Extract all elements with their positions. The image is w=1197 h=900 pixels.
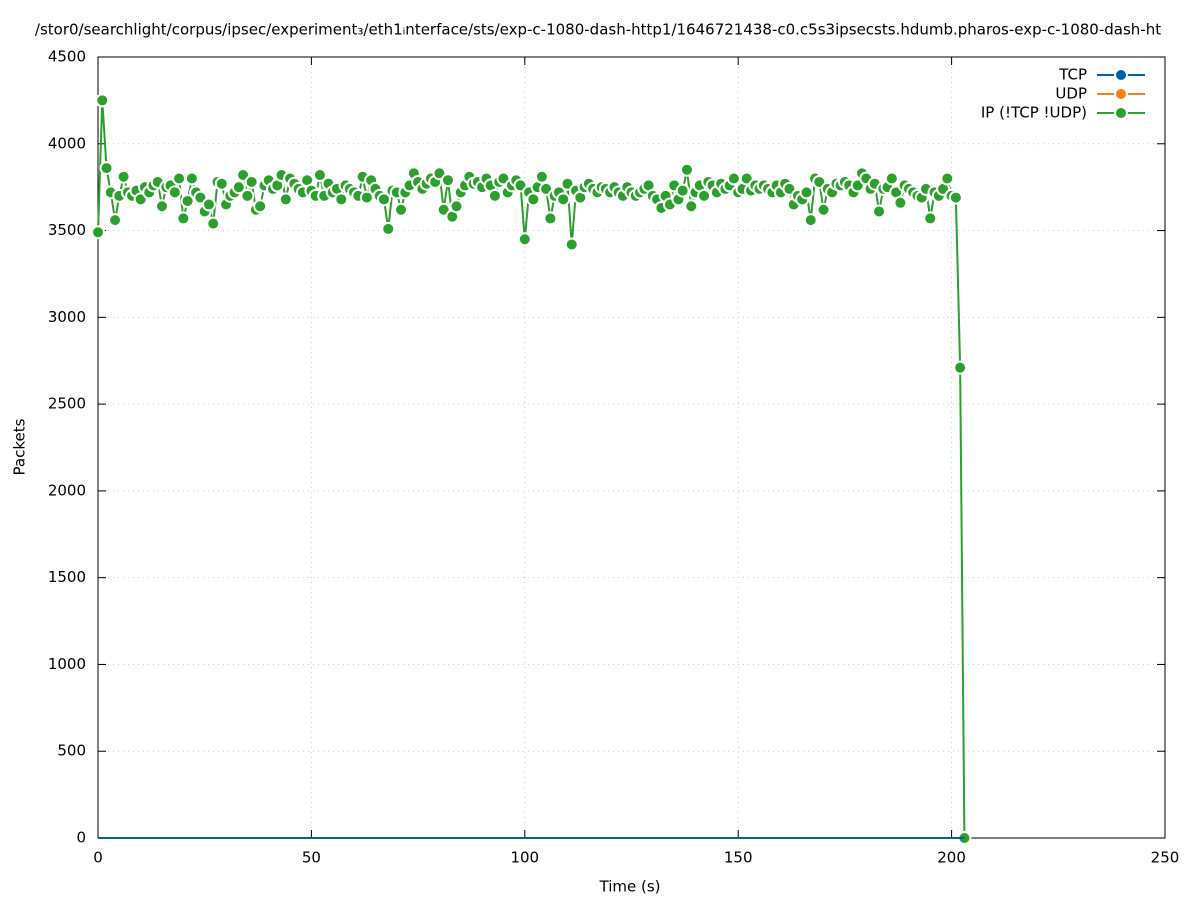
data-point <box>799 185 814 200</box>
data-point <box>684 199 699 214</box>
data-point <box>675 183 690 198</box>
data-point <box>526 192 541 207</box>
y-axis-label: Packets <box>11 418 29 475</box>
legend-label: UDP <box>1055 85 1087 103</box>
data-point <box>95 93 110 108</box>
data-point <box>334 192 349 207</box>
data-point <box>240 188 255 203</box>
data-point <box>184 171 199 186</box>
y-tick-label: 3500 <box>48 221 86 239</box>
x-tick-label: 100 <box>510 849 539 867</box>
y-tick-label: 4000 <box>48 134 86 152</box>
data-point <box>449 199 464 214</box>
data-point <box>556 192 571 207</box>
data-point <box>394 202 409 217</box>
data-point <box>517 232 532 247</box>
data-point <box>214 176 229 191</box>
data-point <box>206 216 221 231</box>
legend-label: TCP <box>1058 66 1087 84</box>
data-point <box>679 162 694 177</box>
data-point <box>923 211 938 226</box>
data-point <box>884 171 899 186</box>
data-point <box>376 192 391 207</box>
data-point <box>180 194 195 209</box>
data-point <box>872 204 887 219</box>
data-point <box>172 171 187 186</box>
legend-label: IP (!TCP !UDP) <box>981 104 1087 122</box>
data-point <box>99 161 114 176</box>
data-point <box>816 202 831 217</box>
data-point <box>278 192 293 207</box>
y-tick-label: 0 <box>76 829 86 847</box>
data-point <box>726 171 741 186</box>
legend-swatch <box>1114 68 1128 82</box>
data-point <box>697 188 712 203</box>
data-point <box>176 211 191 226</box>
x-tick-label: 250 <box>1151 849 1180 867</box>
chart-title: /stor0/searchlight/corpus/ipsec/experime… <box>35 21 1161 39</box>
y-tick-label: 2500 <box>48 395 86 413</box>
data-point <box>534 169 549 184</box>
data-point <box>167 185 182 200</box>
data-point <box>440 173 455 188</box>
data-point <box>381 221 396 236</box>
data-point <box>948 190 963 205</box>
y-tick-label: 2000 <box>48 481 86 499</box>
data-point <box>116 169 131 184</box>
data-point <box>312 168 327 183</box>
y-tick-label: 3000 <box>48 308 86 326</box>
legend-swatch <box>1114 106 1128 120</box>
data-point <box>359 190 374 205</box>
data-point <box>201 197 216 212</box>
y-tick-label: 1000 <box>48 655 86 673</box>
data-point <box>803 213 818 228</box>
x-axis-label: Time (s) <box>599 878 661 896</box>
data-point <box>231 180 246 195</box>
x-tick-label: 200 <box>937 849 966 867</box>
data-point <box>91 225 105 240</box>
data-point <box>940 171 955 186</box>
data-point <box>155 199 170 214</box>
y-tick-label: 4500 <box>48 48 86 66</box>
legend-swatch <box>1114 87 1128 101</box>
y-tick-label: 1500 <box>48 568 86 586</box>
data-point <box>893 195 908 210</box>
data-point <box>253 199 268 214</box>
data-point <box>564 237 579 252</box>
data-point <box>244 174 259 189</box>
x-tick-label: 0 <box>93 849 103 867</box>
x-tick-label: 150 <box>724 849 753 867</box>
x-tick-label: 50 <box>302 849 321 867</box>
data-point <box>543 211 558 226</box>
data-point <box>108 213 123 228</box>
y-tick-label: 500 <box>57 742 86 760</box>
data-point <box>487 188 502 203</box>
data-point <box>953 360 968 375</box>
